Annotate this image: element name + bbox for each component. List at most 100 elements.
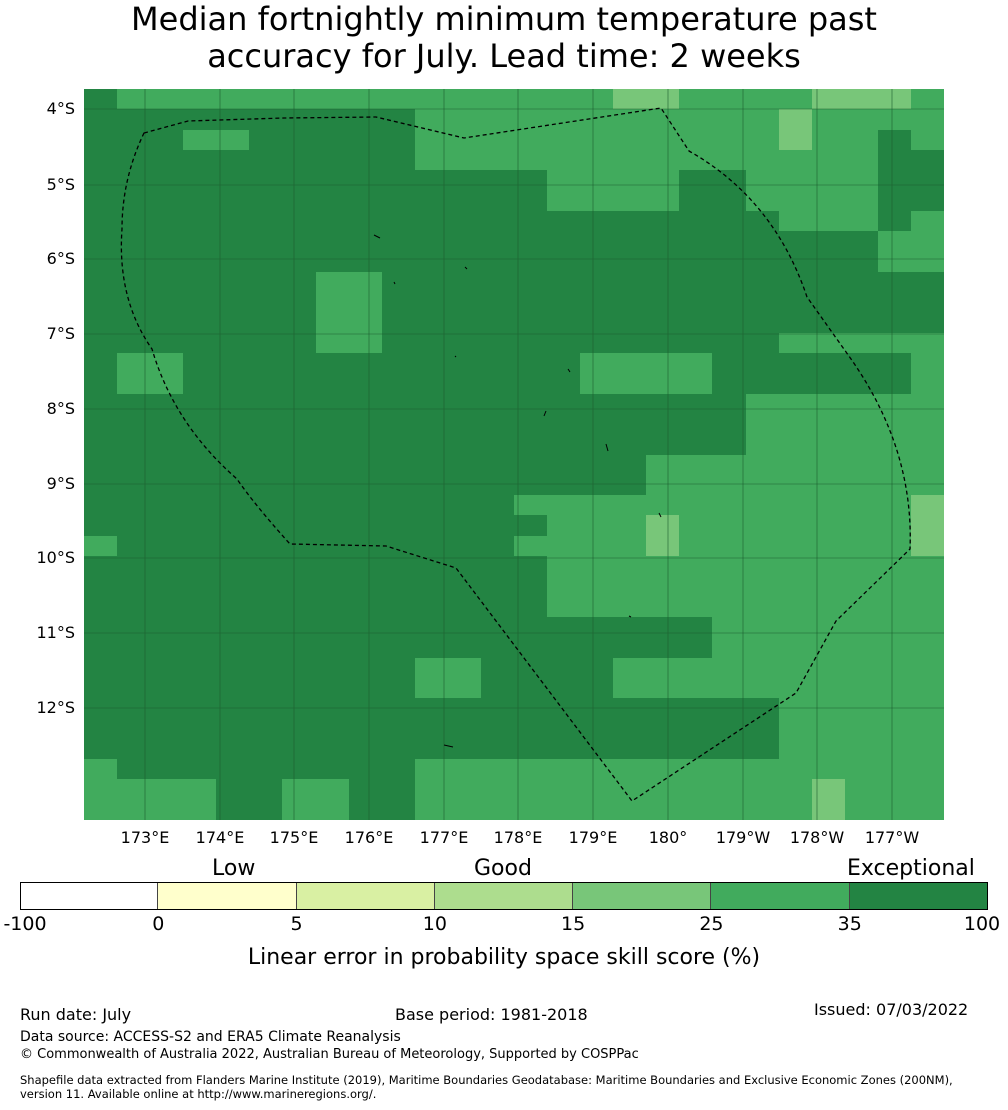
grid-cell [282,576,317,598]
grid-cell [646,251,680,273]
grid-cell [447,698,482,720]
grid-cell [745,89,780,110]
colorbar-segment [296,882,435,910]
grid-cell [381,738,416,760]
grid-cell [712,759,747,780]
latitude-label: 11°S [36,623,75,642]
grid-cell [613,89,647,110]
grid-cell [447,779,482,801]
grid-cell [778,596,813,618]
grid-cell [447,718,482,740]
grid-cell [183,677,217,699]
grid-cell [480,190,515,212]
grid-cell [712,312,747,334]
grid-cell [844,170,879,192]
grid-cell [183,535,217,557]
grid-cell [613,312,647,334]
grid-cell [348,779,383,801]
grid-cell [480,454,515,476]
grid-cell [910,251,944,273]
grid-cell [84,556,118,577]
grid-cell [117,129,151,151]
grid-cell [811,596,846,618]
grid-cell [580,474,614,496]
grid-cell [778,231,813,253]
grid-cell [447,149,482,171]
grid-cell [778,129,813,151]
grid-cell [811,89,846,110]
grid-cell [613,779,647,801]
grid-cell [712,292,747,313]
grid-cell [679,149,714,171]
grid-cell [117,312,151,334]
grid-cell [282,657,317,679]
grid-cell [249,515,284,537]
grid-cell [877,596,912,618]
grid-cell [216,352,250,374]
grid-cell [910,596,944,618]
grid-cell [811,352,846,374]
grid-cell [844,535,879,557]
grid-cell [117,474,151,496]
grid-cell [646,495,680,516]
grid-cell [480,495,515,516]
grid-cell [547,352,581,374]
grid-cell [745,251,780,273]
grid-cell [910,170,944,192]
grid-cell [679,89,714,110]
grid-cell [811,698,846,720]
grid-cell [150,312,184,334]
grid-cell [348,637,383,659]
grid-cell [745,718,780,740]
grid-cell [84,515,118,537]
grid-cell [712,515,747,537]
grid-cell [414,170,449,192]
grid-cell [381,779,416,801]
longitude-label: 176°E [344,828,394,847]
grid-cell [447,129,482,151]
grid-cell [381,149,416,171]
grid-cell [580,556,614,577]
grid-cell [844,657,879,679]
grid-cell [282,170,317,192]
colorbar-segment [573,882,712,910]
grid-cell [910,210,944,232]
grid-cell [315,799,350,820]
grid-cell [811,190,846,212]
grid-cell [745,434,780,456]
grid-cell [84,718,118,740]
grid-cell [315,677,350,699]
grid-cell [249,292,284,313]
grid-cell [778,616,813,638]
grid-cell [414,89,449,110]
grid-cell [613,556,647,577]
grid-cell [514,779,548,801]
grid-cell [480,231,515,253]
grid-cell [117,292,151,313]
grid-cell [580,454,614,476]
latitude-label: 4°S [46,99,75,118]
grid-cell [778,535,813,557]
grid-cell [447,271,482,293]
grid-cell [745,292,780,313]
grid-cell [282,271,317,293]
longitude-label: 179°W [715,828,771,847]
grid-cell [910,271,944,293]
grid-cell [613,495,647,516]
grid-cell [613,210,647,232]
grid-cell [547,759,581,780]
grid-cell [514,535,548,557]
grid-cell [580,495,614,516]
grid-cell [547,677,581,699]
grid-cell [348,210,383,232]
latitude-label: 8°S [46,399,75,418]
grid-cell [183,190,217,212]
grid-cell [745,190,780,212]
grid-cell [447,799,482,820]
grid-cell [117,596,151,618]
grid-cell [580,799,614,820]
grid-cell [414,352,449,374]
grid-cell [414,292,449,313]
grid-cell [183,292,217,313]
grid-cell [381,231,416,253]
